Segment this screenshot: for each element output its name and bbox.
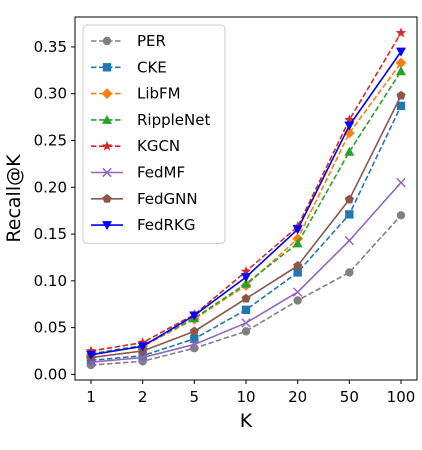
legend-marker-fedgnn — [102, 194, 112, 203]
legend-entry-fedrkg: FedRKG — [91, 216, 195, 234]
y-tick-label: 0.10 — [34, 272, 67, 290]
legend-entry-fedgnn: FedGNN — [91, 190, 198, 208]
legend-label-fedrkg: FedRKG — [137, 216, 195, 234]
legend-entry-ripplenet: RippleNet — [91, 111, 210, 129]
x-axis-label: K — [240, 410, 253, 432]
data-point-ripplenet-100 — [396, 66, 406, 76]
legend-box — [82, 24, 226, 244]
legend-marker-kgcn — [101, 140, 113, 151]
data-point-kgcn-2 — [137, 337, 148, 348]
legend: PER CKE LibFM RippleNet KGCN FedMF FedGNN FedRK… — [82, 24, 226, 244]
legend-label-libfm: LibFM — [137, 85, 181, 103]
data-point-ripplenet-10 — [241, 278, 251, 288]
data-point-fedgnn-10 — [241, 293, 251, 303]
y-tick-label: 0.30 — [34, 85, 67, 103]
data-point-cke-20 — [293, 268, 302, 277]
data-point-ripplenet-50 — [344, 146, 355, 156]
data-point-fedrkg-2 — [137, 342, 148, 352]
series-fedrkg — [86, 47, 406, 360]
legend-label-fedgnn: FedGNN — [137, 190, 198, 208]
data-point-per-10 — [241, 327, 251, 336]
data-point-fedgnn-20 — [293, 261, 303, 270]
data-point-fedrkg-10 — [241, 273, 251, 283]
data-point-fedmf-20 — [292, 287, 303, 297]
data-point-per-100 — [396, 211, 406, 220]
legend-label-kgcn: KGCN — [137, 137, 180, 155]
data-point-fedmf-5 — [189, 339, 200, 350]
data-point-kgcn-50 — [344, 114, 355, 125]
data-point-cke-5 — [190, 334, 199, 344]
data-point-cke-50 — [345, 210, 354, 219]
data-point-fedrkg-100 — [396, 47, 406, 57]
legend-label-ripplenet: RippleNet — [137, 111, 210, 129]
x-tick-label: 1 — [86, 388, 96, 406]
legend-entry-cke: CKE — [91, 58, 167, 76]
y-tick-label: 0.15 — [34, 225, 67, 243]
legend-marker-ripplenet — [102, 114, 112, 124]
legend-label-cke: CKE — [137, 58, 167, 76]
data-point-kgcn-10 — [240, 265, 252, 276]
data-point-fedrkg-1 — [86, 350, 96, 360]
legend-label-per: PER — [137, 32, 166, 50]
data-point-fedgnn-100 — [396, 90, 406, 100]
data-point-per-20 — [293, 296, 302, 305]
data-point-cke-10 — [241, 305, 251, 315]
legend-entry-kgcn: KGCN — [91, 137, 180, 155]
y-tick-label: 0.25 — [34, 131, 67, 149]
y-axis-label: Recall@K — [3, 154, 25, 243]
x-tick-label: 50 — [340, 388, 359, 406]
y-tick-label: 0.20 — [34, 178, 67, 196]
legend-marker-fedmf — [102, 167, 112, 178]
x-tick-label: 10 — [236, 388, 255, 406]
legend-marker-libfm — [101, 88, 113, 99]
x-tick-label: 20 — [288, 388, 307, 406]
data-point-fedgnn-50 — [344, 194, 354, 204]
data-point-fedrkg-50 — [344, 121, 355, 131]
data-point-fedrkg-5 — [189, 311, 200, 321]
data-point-kgcn-100 — [395, 27, 407, 38]
plot-area — [85, 27, 407, 370]
data-point-ripplenet-20 — [292, 238, 303, 248]
data-point-fedmf-10 — [241, 318, 251, 328]
legend-marker-per — [102, 36, 112, 46]
data-point-per-50 — [345, 268, 354, 277]
data-point-fedmf-100 — [396, 177, 406, 188]
legend-entry-fedmf: FedMF — [91, 164, 185, 182]
y-tick-label: 0.05 — [34, 319, 67, 337]
legend-marker-cke — [102, 63, 112, 72]
data-point-kgcn-1 — [85, 345, 97, 356]
data-point-libfm-100 — [395, 57, 407, 69]
data-point-cke-2 — [138, 351, 147, 360]
y-tick-label: 0.00 — [34, 365, 67, 383]
x-tick-label: 5 — [190, 388, 200, 406]
legend-entry-per: PER — [91, 32, 166, 50]
legend-label-fedmf: FedMF — [137, 164, 185, 182]
legend-entry-libfm: LibFM — [91, 85, 181, 103]
data-point-fedmf-50 — [344, 235, 355, 246]
x-tick-label: 2 — [138, 388, 148, 406]
legend-marker-fedrkg — [102, 221, 112, 231]
data-point-cke-100 — [396, 101, 406, 111]
data-point-fedgnn-5 — [189, 326, 199, 336]
data-point-libfm-50 — [343, 127, 355, 139]
data-point-fedrkg-20 — [292, 225, 303, 235]
axes: 1 2 5 10 20 50 100 0.00 0.05 0.10 0.15 0.20 0.25 0.30… — [3, 16, 418, 432]
x-tick-label: 100 — [387, 388, 416, 406]
y-tick-label: 0.35 — [34, 38, 67, 56]
